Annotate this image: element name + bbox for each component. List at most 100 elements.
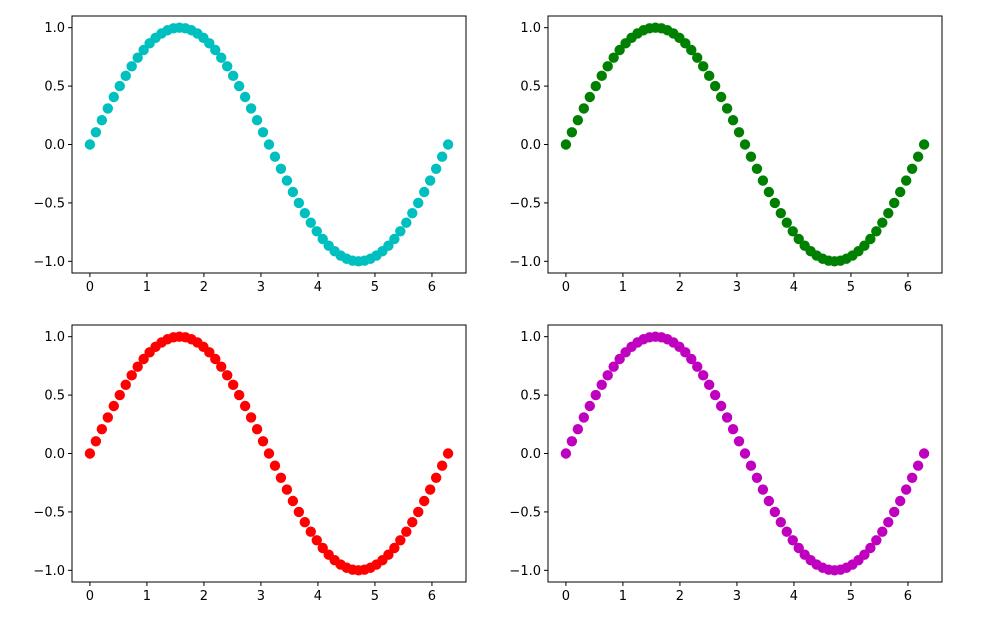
data-point <box>419 495 430 507</box>
series-points <box>560 331 930 576</box>
subplot-top-right: 0 1 2 3 4 5 6 −1.0 −0.5 0.0 0.5 1.0 <box>509 15 943 295</box>
data-point <box>686 44 697 56</box>
data-point <box>383 549 394 560</box>
data-point <box>102 103 114 114</box>
data-point <box>233 389 245 401</box>
data-point <box>424 175 436 186</box>
data-point <box>305 217 316 228</box>
data-point <box>269 151 281 162</box>
data-point <box>775 516 787 528</box>
data-point <box>287 186 299 198</box>
data-point <box>138 44 149 56</box>
x-tick-label: 0 <box>86 589 94 604</box>
data-point <box>775 207 787 219</box>
data-point <box>108 91 119 103</box>
x-tick-label: 2 <box>200 280 208 295</box>
data-point <box>245 412 257 423</box>
data-point <box>239 91 251 103</box>
data-point <box>419 186 430 198</box>
x-tick-label: 1 <box>619 280 627 295</box>
data-point <box>430 472 442 483</box>
y-tick-label: −0.5 <box>33 505 65 520</box>
subplot-grid: 0 1 2 3 4 5 6−1.0−0.50.00.51.00 1 2 3 4 5 6−1.0−0.50… <box>33 15 943 604</box>
data-point <box>114 389 125 401</box>
data-point <box>257 436 269 447</box>
axes-frame <box>71 324 467 583</box>
y-tick-label: 1.0 <box>44 21 65 36</box>
data-point <box>578 103 590 114</box>
y-tick-label: −0.5 <box>509 196 541 211</box>
x-tick-label: 1 <box>143 589 151 604</box>
y-tick-label: −1.0 <box>509 255 541 270</box>
data-point <box>596 70 607 82</box>
data-point <box>299 516 311 528</box>
data-point <box>680 347 691 358</box>
data-point <box>590 80 601 92</box>
data-point <box>424 484 436 495</box>
data-point <box>733 127 745 138</box>
data-point <box>96 424 108 435</box>
data-point <box>787 535 798 546</box>
data-point <box>877 526 888 537</box>
data-point <box>781 217 792 228</box>
x-tick-label: 6 <box>904 589 912 604</box>
x-tick-label: 3 <box>733 589 741 604</box>
data-point <box>84 139 96 150</box>
data-point <box>413 506 424 518</box>
data-point <box>698 370 709 381</box>
data-point <box>401 217 412 228</box>
data-point <box>584 91 595 103</box>
data-point <box>566 436 578 447</box>
subplot-bottom-left: 0 1 2 3 4 5 6 −1.0 −0.5 0.0 0.5 1.0 <box>33 324 467 604</box>
x-tick-label: 3 <box>257 589 265 604</box>
x-tick-label: 0 <box>86 280 94 295</box>
data-point <box>560 139 572 150</box>
x-tick-label: 2 <box>676 589 684 604</box>
axes-frame <box>547 15 943 274</box>
data-point <box>900 484 912 495</box>
data-point <box>108 400 119 412</box>
data-point <box>251 424 263 435</box>
data-point <box>745 151 757 162</box>
data-point <box>299 207 311 219</box>
data-point <box>442 448 454 459</box>
data-point <box>727 424 739 435</box>
data-point <box>317 542 328 554</box>
data-point <box>90 436 102 447</box>
data-point <box>84 448 96 459</box>
data-point <box>395 535 406 546</box>
data-point <box>566 127 578 138</box>
data-point <box>132 361 143 372</box>
y-tick-label: −1.0 <box>509 564 541 579</box>
data-point <box>572 424 584 435</box>
data-point <box>883 516 894 528</box>
data-point <box>287 495 299 507</box>
subplot-top-left: 0 1 2 3 4 5 6 −1.0 −0.5 0.0 0.5 1.0 <box>33 15 467 295</box>
data-point <box>751 472 763 483</box>
data-point <box>596 379 607 391</box>
y-tick-label: 0.0 <box>44 447 65 462</box>
data-point <box>126 61 137 72</box>
data-point <box>614 353 625 365</box>
data-point <box>204 347 215 358</box>
data-point <box>745 460 757 471</box>
x-tick-label: 1 <box>619 589 627 604</box>
data-point <box>442 139 454 150</box>
data-point <box>739 139 751 150</box>
x-tick-label: 4 <box>790 589 798 604</box>
data-point <box>918 448 930 459</box>
x-tick-label: 5 <box>847 280 855 295</box>
data-point <box>715 91 727 103</box>
data-point <box>383 240 394 251</box>
data-point <box>578 412 590 423</box>
data-point <box>210 44 221 56</box>
data-point <box>608 52 619 63</box>
data-point <box>275 472 287 483</box>
data-point <box>709 389 721 401</box>
data-point <box>430 163 442 174</box>
data-point <box>269 460 281 471</box>
y-tick-label: 0.5 <box>44 80 65 95</box>
data-point <box>781 526 792 537</box>
data-point <box>590 389 601 401</box>
data-point <box>305 526 316 537</box>
